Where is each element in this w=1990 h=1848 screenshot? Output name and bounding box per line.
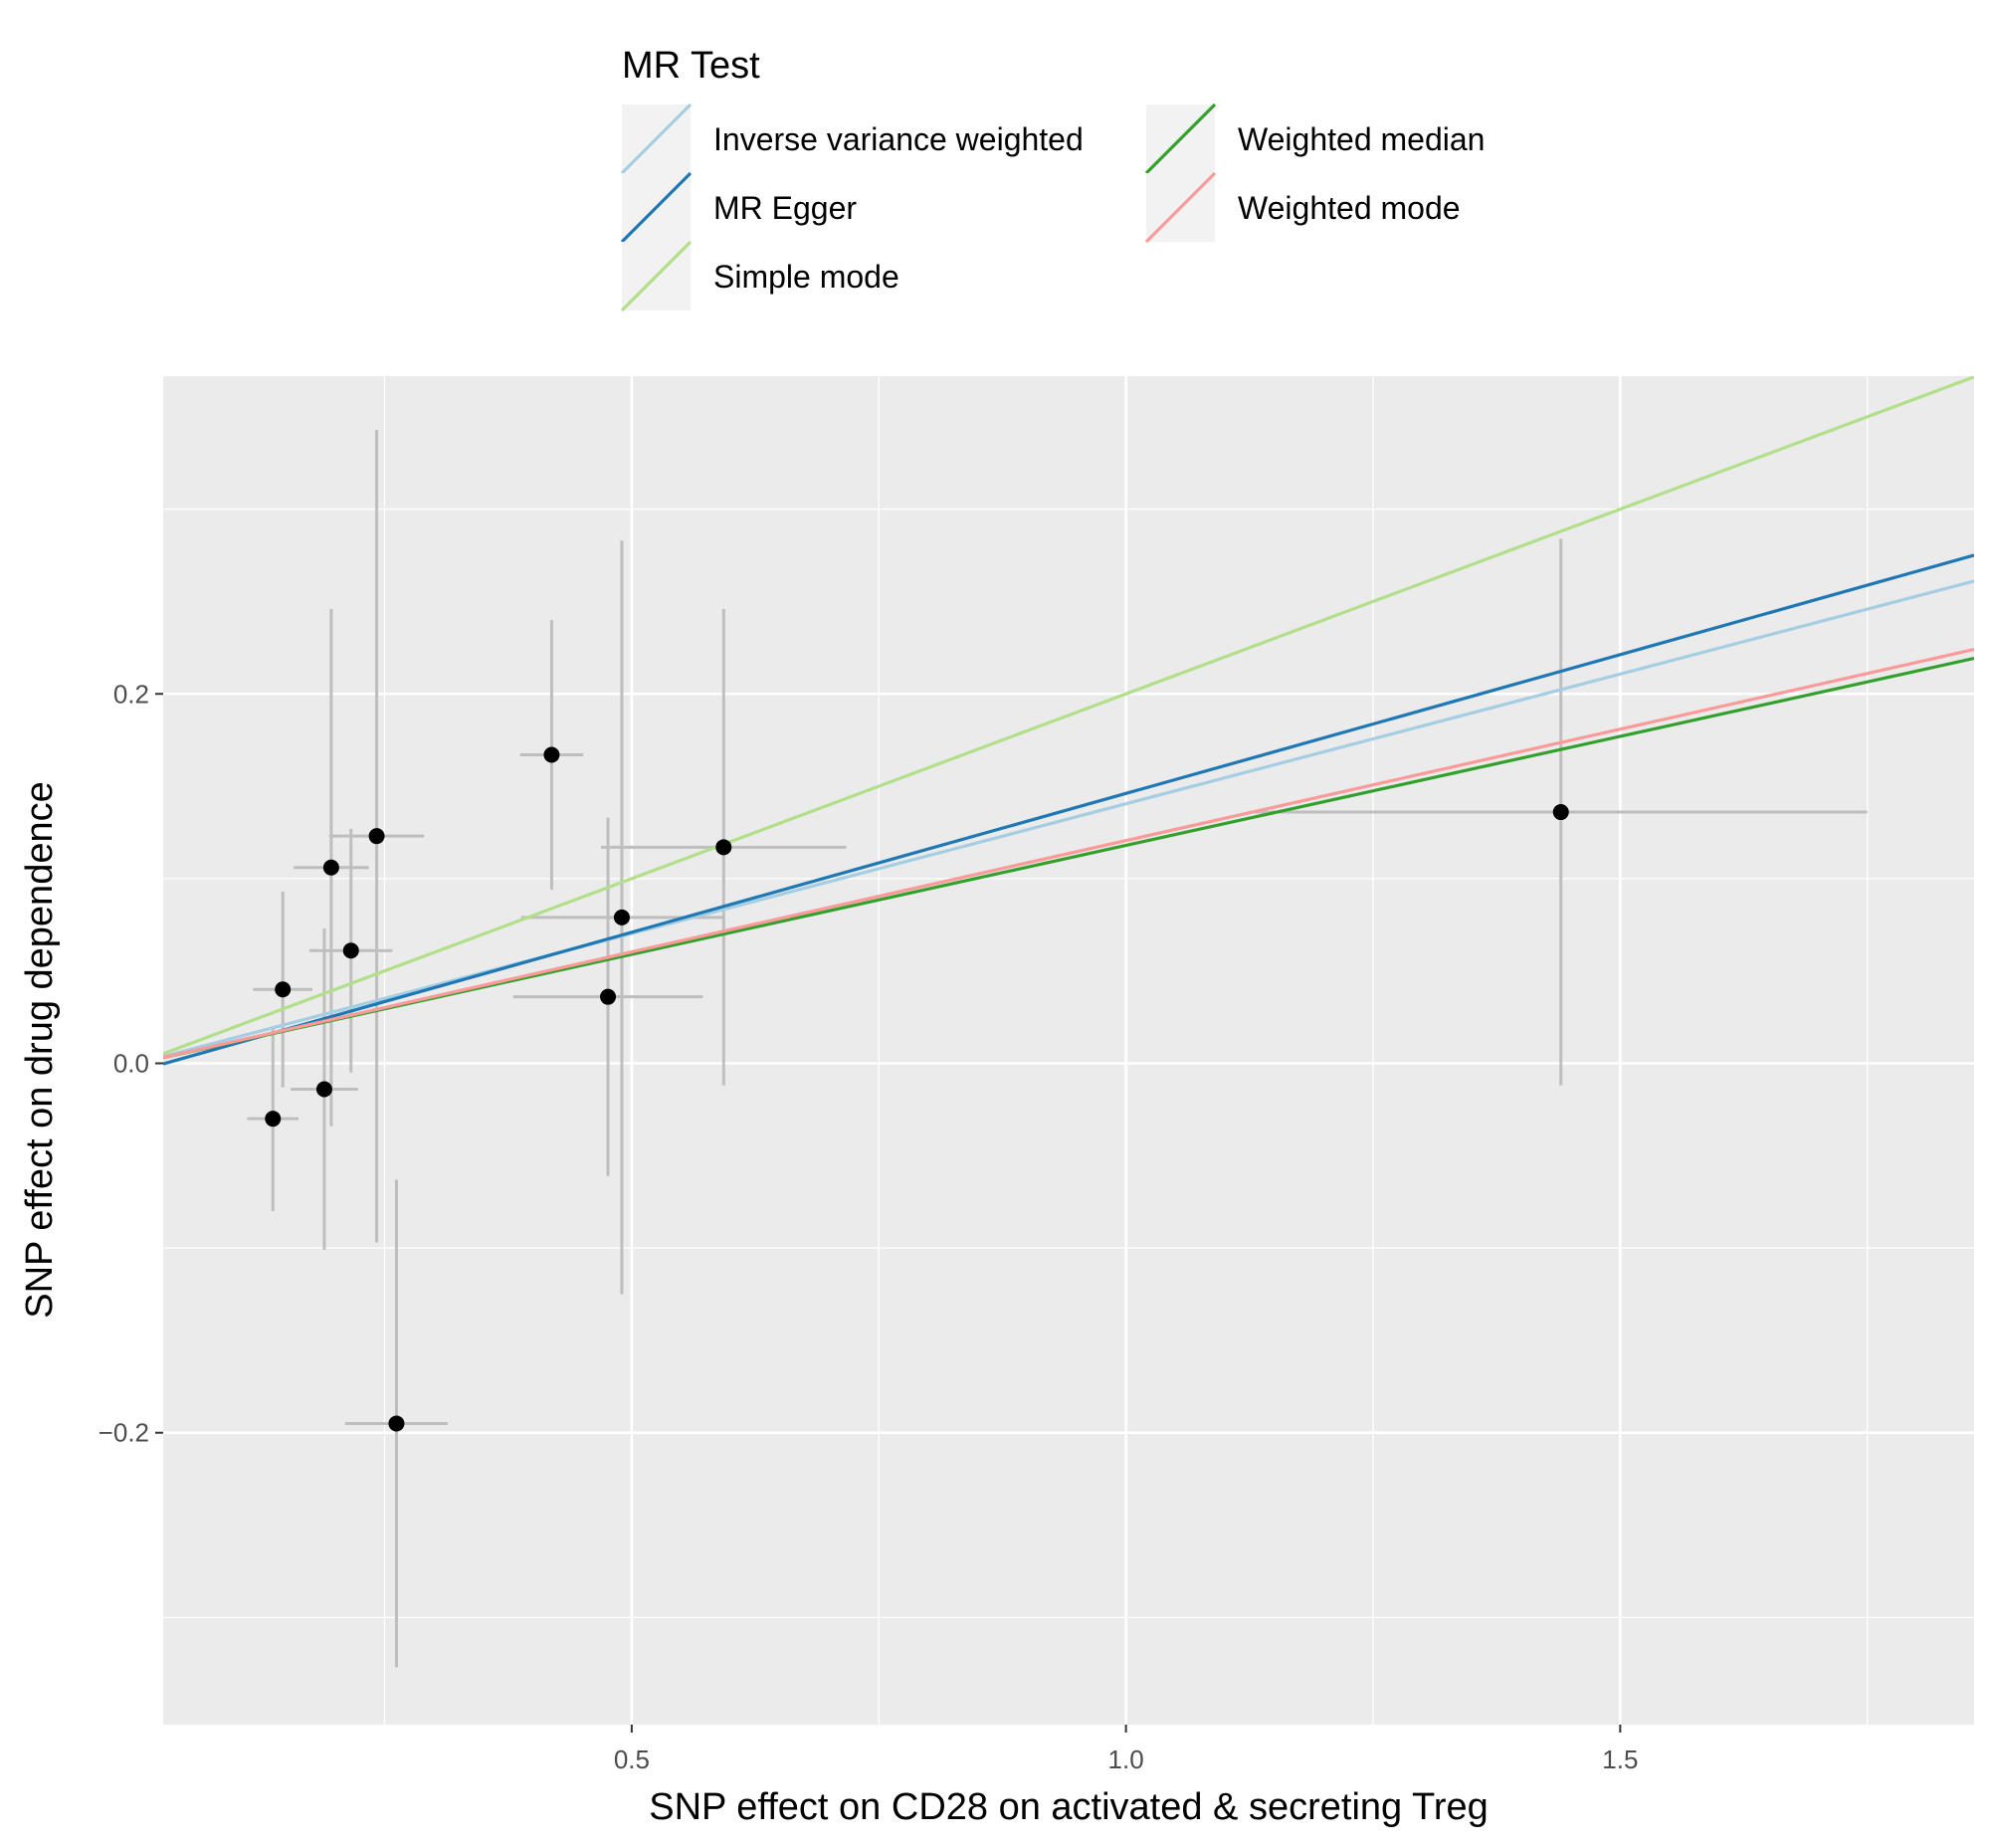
data-point — [543, 746, 560, 763]
data-point — [322, 859, 339, 876]
legend-label-mr-egger: MR Egger — [713, 190, 857, 226]
data-point — [613, 909, 630, 925]
legend-label-weighted-median: Weighted median — [1238, 121, 1485, 157]
grid-major — [163, 376, 1974, 1725]
legend-label-weighted-mode: Weighted mode — [1238, 190, 1461, 226]
data-point — [342, 942, 359, 959]
data-point — [1552, 804, 1569, 821]
legend-title: MR Test — [622, 45, 760, 87]
legend-swatch-mr-egger — [620, 171, 693, 244]
fit-line-inverse-variance-weighted — [163, 579, 1974, 1059]
fit-lines — [163, 376, 1974, 1066]
x-axis-title: SNP effect on CD28 on activated & secret… — [649, 1786, 1489, 1828]
data-point — [315, 1081, 332, 1098]
legend: MR Test Inverse variance weighted MR Egge… — [620, 45, 1485, 312]
data-point — [368, 828, 385, 845]
plot-panel — [163, 376, 1974, 1725]
legend-label-simple-mode: Simple mode — [713, 259, 899, 295]
data-points — [265, 746, 1569, 1432]
fit-line-simple-mode — [163, 376, 1974, 1056]
legend-swatch-weighted-mode — [1144, 171, 1217, 244]
legend-swatch-weighted-median — [1144, 103, 1217, 175]
y-tick-label: 0.2 — [113, 679, 149, 709]
data-point — [265, 1111, 282, 1128]
data-point — [275, 981, 292, 998]
x-tick-label: 1.5 — [1602, 1745, 1638, 1774]
y-axis-title: SNP effect on drug dependence — [19, 781, 61, 1318]
y-tick-label: −0.2 — [99, 1418, 149, 1448]
fit-line-weighted-mode — [163, 648, 1974, 1060]
legend-items: Inverse variance weighted MR Egger Simple … — [620, 103, 1485, 312]
data-point — [388, 1415, 405, 1432]
data-point — [600, 988, 617, 1005]
grid-minor — [163, 376, 1974, 1725]
y-axis: −0.2 0.0 0.2 — [99, 679, 163, 1448]
data-point — [715, 839, 732, 856]
legend-label-inverse-variance-weighted: Inverse variance weighted — [713, 121, 1084, 157]
legend-swatch-simple-mode — [620, 240, 693, 312]
x-tick-label: 0.5 — [614, 1745, 650, 1774]
x-tick-label: 1.0 — [1108, 1745, 1144, 1774]
fit-line-mr-egger — [163, 553, 1974, 1066]
y-tick-label: 0.0 — [113, 1048, 149, 1078]
legend-swatch-inverse-variance-weighted — [620, 103, 693, 175]
x-axis: 0.5 1.0 1.5 — [614, 1725, 1638, 1774]
